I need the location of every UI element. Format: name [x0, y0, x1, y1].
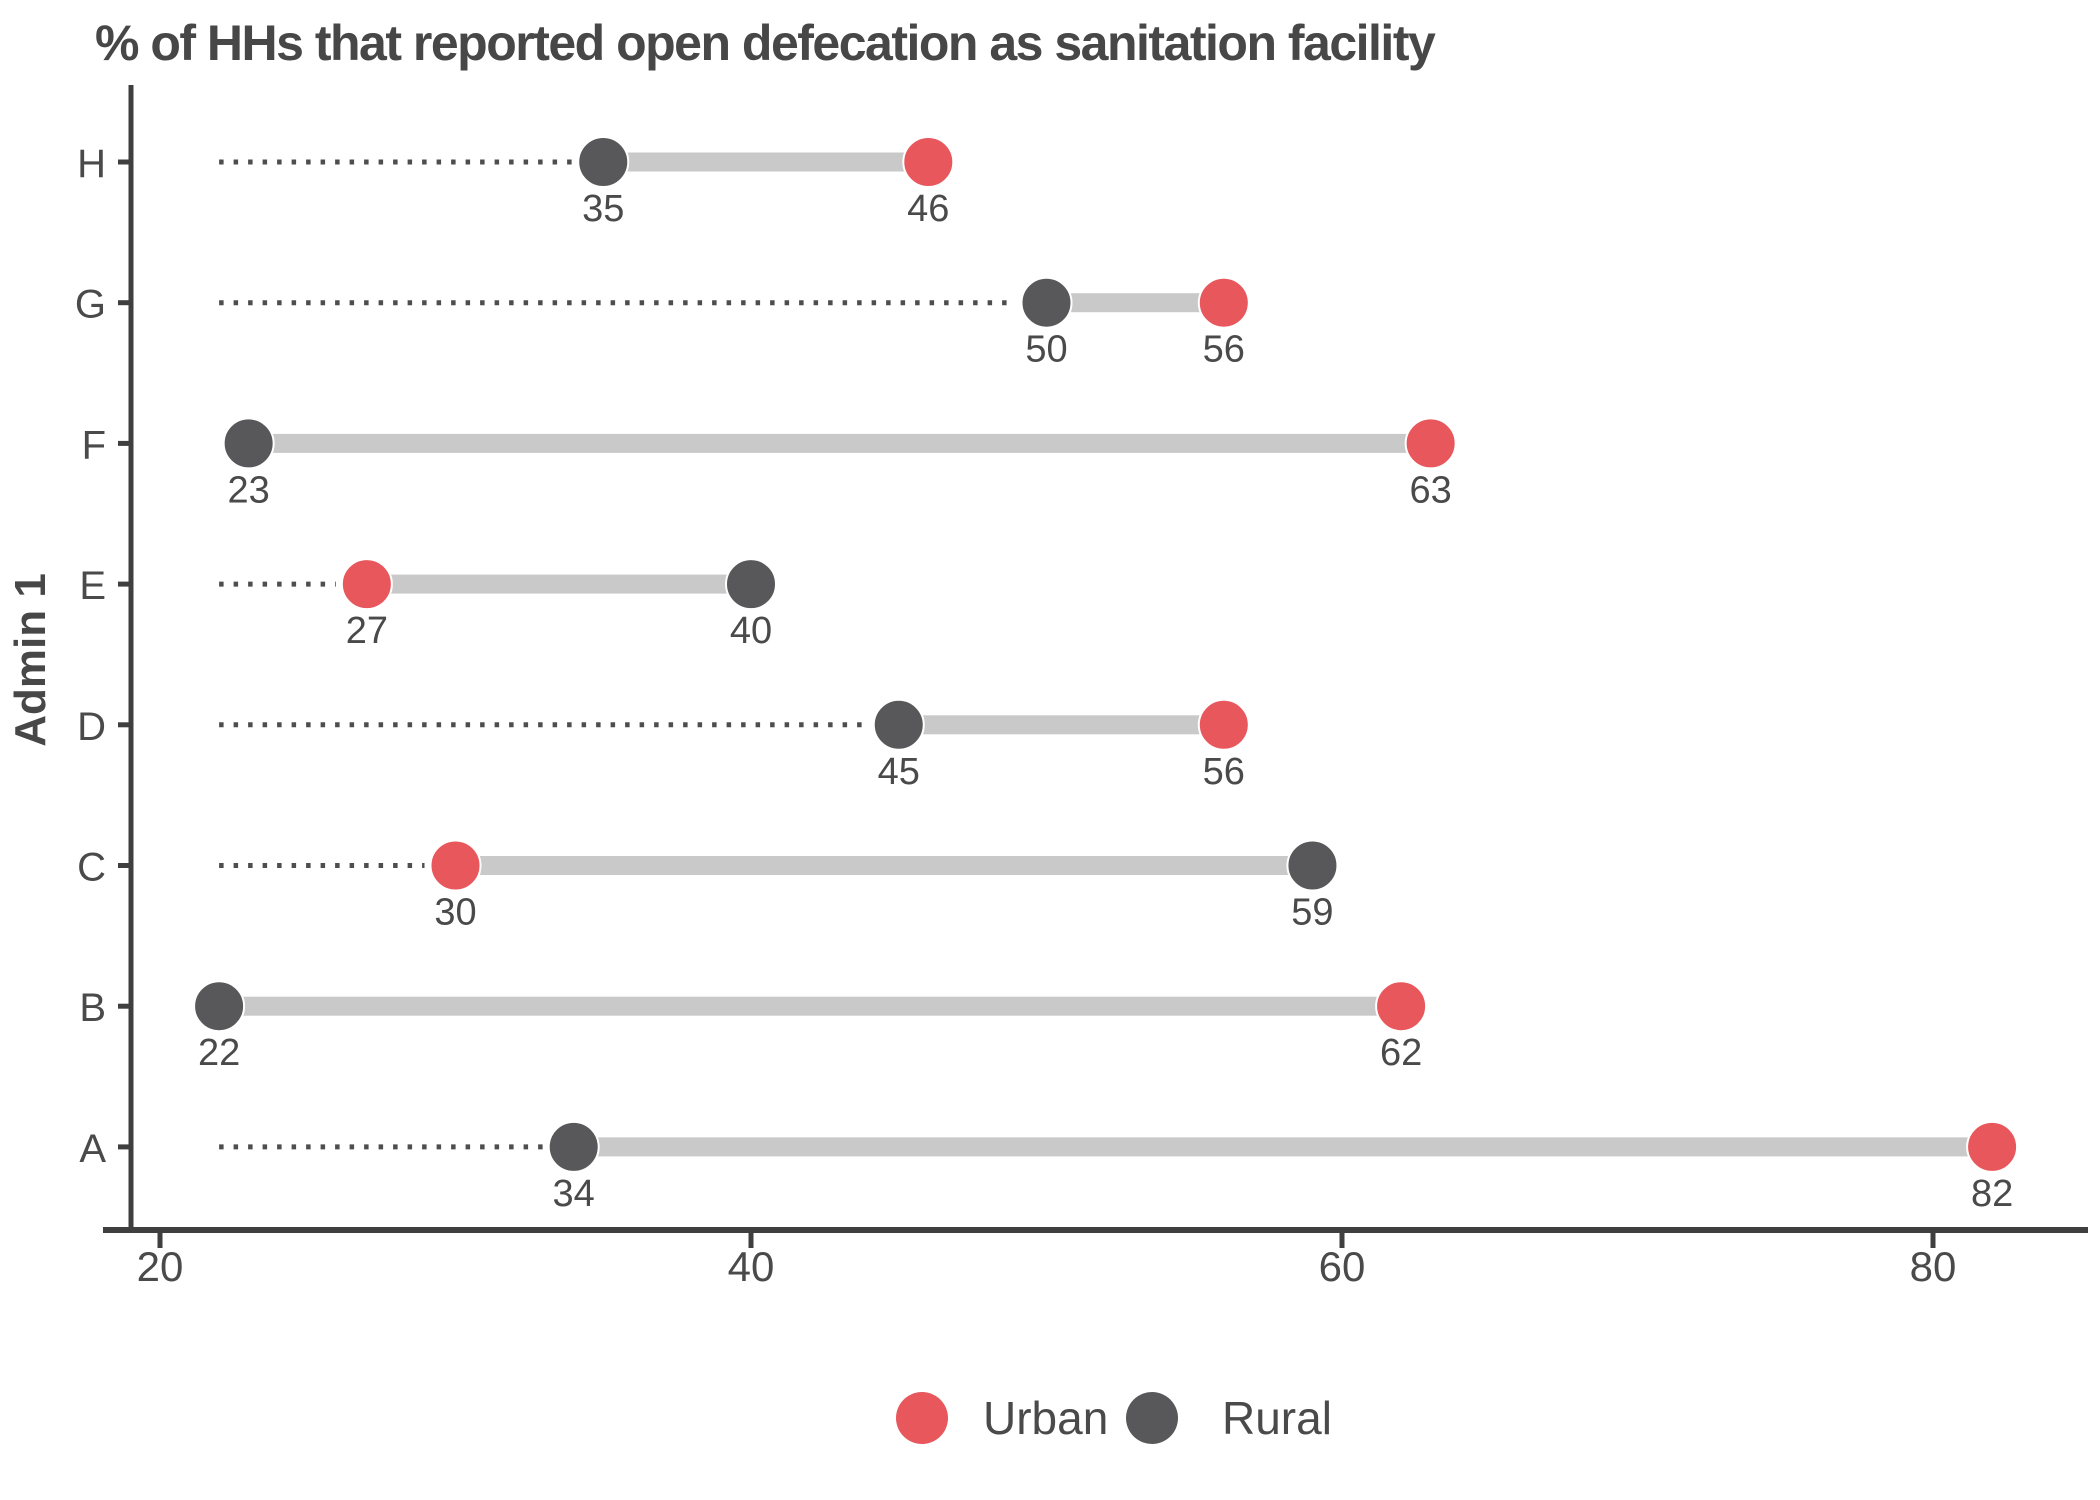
row-H-urban-value: 46	[907, 188, 949, 230]
legend-rural-swatch	[1126, 1392, 1178, 1444]
row-G-rural-dot	[1020, 276, 1073, 329]
row-A-urban-value: 82	[1971, 1173, 2013, 1215]
legend-urban-swatch	[896, 1392, 948, 1444]
row-F-rural-value: 23	[228, 469, 270, 511]
x-tick-label-40: 40	[728, 1243, 775, 1290]
row-E-urban-dot	[340, 558, 393, 611]
row-E-urban-value: 27	[346, 610, 388, 652]
row-A-rural-value: 34	[553, 1173, 595, 1215]
row-F-urban-value: 63	[1410, 469, 1452, 511]
row-B-urban-dot	[1375, 980, 1428, 1033]
y-tick-label-D: D	[77, 705, 106, 749]
row-D-rural-value: 45	[878, 751, 920, 793]
row-H-urban-dot	[902, 136, 955, 188]
row-A-urban-dot	[1966, 1120, 2019, 1173]
row-C-rural-dot	[1286, 839, 1339, 892]
y-tick-label-E: E	[79, 564, 106, 608]
legend-rural-label: Rural	[1222, 1392, 1332, 1444]
row-A-connector-bar	[573, 1137, 1993, 1157]
row-H-rural-value: 35	[582, 188, 624, 230]
x-tick-label-60: 60	[1319, 1243, 1366, 1290]
row-E-rural-value: 40	[730, 610, 772, 652]
x-tick-label-20: 20	[137, 1243, 184, 1290]
row-F-urban-dot	[1404, 417, 1457, 470]
legend: Urban Rural	[896, 1392, 1332, 1444]
row-D-connector-bar	[898, 715, 1224, 735]
axes: H G F E D C B A 20 40 60 80	[75, 85, 2088, 1290]
row-G-urban-dot	[1197, 276, 1250, 329]
row-E-rural-dot	[725, 558, 777, 611]
row-E-connector-bar	[366, 574, 751, 594]
row-D-urban-dot	[1197, 698, 1250, 751]
row-D-rural-dot	[872, 698, 925, 751]
row-F-rural-dot	[222, 417, 275, 470]
y-tick-label-B: B	[79, 986, 106, 1030]
y-tick-label-H: H	[77, 142, 106, 186]
row-G-rural-value: 50	[1025, 329, 1067, 371]
chart-title: % of HHs that reported open defecation a…	[95, 15, 1436, 71]
row-C-rural-value: 59	[1291, 892, 1333, 934]
legend-urban-label: Urban	[983, 1392, 1108, 1444]
y-tick-label-C: C	[77, 846, 106, 890]
row-C-connector-bar	[455, 856, 1313, 875]
row-H-rural-dot	[577, 136, 630, 188]
y-axis-label: Admin 1	[6, 573, 55, 747]
row-G-urban-value: 56	[1203, 329, 1245, 371]
plot-rows: 35 46 50 56 23 63 40 27 45 56 59 30 22 62 34 82	[193, 136, 2019, 1215]
row-C-urban-dot	[429, 839, 482, 892]
row-A-rural-dot	[547, 1120, 600, 1173]
y-tick-label-G: G	[75, 283, 106, 327]
x-tick-label-80: 80	[1910, 1243, 1957, 1290]
row-B-rural-value: 22	[198, 1032, 240, 1074]
row-C-urban-value: 30	[434, 892, 476, 934]
row-B-connector-bar	[219, 996, 1402, 1016]
row-G-connector-bar	[1046, 293, 1224, 313]
y-tick-label-F: F	[82, 423, 106, 467]
row-F-connector-bar	[248, 433, 1431, 453]
row-H-connector-bar	[603, 152, 929, 172]
row-D-urban-value: 56	[1203, 751, 1245, 793]
y-tick-label-A: A	[79, 1127, 106, 1171]
row-B-rural-dot	[193, 980, 246, 1033]
row-B-urban-value: 62	[1380, 1032, 1422, 1074]
